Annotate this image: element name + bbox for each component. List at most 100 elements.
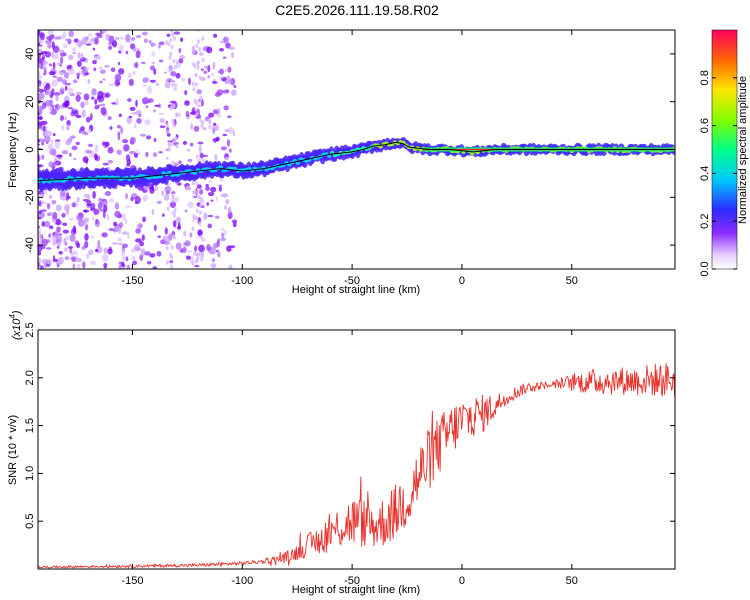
snr-x-tick-label: 50 [566, 575, 578, 587]
noise-streak [175, 60, 179, 65]
noise-blob [41, 139, 46, 143]
noise-blob [205, 185, 210, 192]
noise-streak [167, 146, 171, 152]
snr-y-tick-label: 0.5 [24, 514, 36, 529]
noise-blob [227, 115, 232, 119]
noise-blob [142, 77, 148, 83]
noise-blob [121, 266, 125, 269]
noise-blob [69, 248, 72, 254]
noise-blob [152, 152, 158, 158]
noise-streak [191, 226, 195, 232]
noise-blob [225, 42, 231, 49]
noise-blob [102, 162, 109, 166]
noise-streak [167, 142, 171, 147]
noise-blob [160, 239, 166, 245]
noise-blob [76, 72, 81, 77]
ridge-core [232, 166, 238, 171]
noise-blob [149, 79, 156, 83]
noise-blob [218, 75, 225, 79]
noise-blob [38, 95, 42, 101]
noise-blob [143, 96, 149, 102]
noise-blob [217, 251, 221, 258]
noise-blob [207, 74, 210, 79]
spectrogram-y-tick-label: -20 [24, 189, 36, 205]
noise-blob [59, 49, 65, 54]
noise-blob [114, 73, 122, 82]
noise-blob [184, 101, 190, 106]
noise-blob [115, 36, 120, 41]
noise-blob [161, 190, 164, 196]
noise-blob [141, 61, 146, 64]
noise-blob [48, 225, 54, 230]
noise-blob [48, 161, 56, 168]
noise-streak [171, 82, 175, 87]
noise-blob [171, 191, 176, 194]
noise-blob [151, 51, 155, 57]
noise-blob [47, 30, 54, 36]
noise-blob [52, 148, 57, 157]
noise-blob [97, 90, 104, 99]
noise-streak [199, 98, 203, 104]
noise-streak [174, 136, 178, 141]
noise-blob [135, 50, 141, 59]
noise-blob [121, 213, 126, 221]
noise-blob [207, 124, 213, 130]
ridge-core [192, 171, 198, 175]
noise-blob [88, 249, 94, 256]
noise-blob [110, 67, 116, 73]
noise-streak [175, 112, 179, 118]
noise-blob [43, 85, 47, 93]
noise-blob [75, 257, 83, 263]
noise-blob [64, 256, 70, 261]
noise-blob [49, 110, 57, 115]
noise-blob [108, 35, 115, 44]
noise-blob [181, 77, 186, 82]
noise-streak [172, 235, 176, 240]
noise-blob [73, 157, 77, 161]
noise-blob [212, 33, 218, 38]
noise-blob [114, 202, 119, 210]
noise-blob [38, 37, 41, 44]
ridge-core [167, 170, 172, 175]
noise-blob [177, 222, 181, 229]
noise-blob [76, 242, 81, 249]
noise-blob [125, 40, 132, 43]
noise-blob [104, 65, 110, 68]
noise-blob [48, 194, 53, 200]
noise-blob [124, 218, 128, 225]
noise-streak [201, 36, 205, 41]
noise-blob [99, 69, 106, 74]
noise-streak [195, 189, 199, 195]
noise-blob [65, 235, 69, 241]
noise-blob [39, 32, 45, 41]
noise-blob [116, 82, 121, 85]
noise-blob [64, 85, 68, 91]
noise-blob [143, 38, 148, 44]
noise-blob [81, 109, 86, 118]
noise-blob [57, 256, 64, 265]
noise-streak [196, 39, 200, 44]
noise-blob [198, 221, 202, 227]
noise-blob [185, 185, 192, 191]
noise-blob [134, 201, 139, 205]
noise-blob [52, 255, 56, 263]
noise-blob [42, 72, 47, 76]
noise-blob [95, 32, 102, 37]
noise-streak [172, 58, 176, 64]
noise-blob [198, 244, 205, 253]
noise-blob [153, 109, 157, 113]
noise-blob [224, 229, 227, 236]
noise-blob [83, 209, 88, 213]
noise-blob [135, 149, 140, 152]
noise-blob [97, 239, 101, 248]
noise-blob [220, 237, 226, 242]
noise-streak [165, 123, 169, 128]
snr-line [38, 363, 675, 569]
noise-blob [38, 48, 42, 55]
noise-streak [195, 43, 199, 49]
noise-blob [38, 231, 41, 234]
noise-blob [216, 89, 224, 96]
noise-blob [38, 57, 43, 64]
noise-blob [153, 137, 157, 143]
